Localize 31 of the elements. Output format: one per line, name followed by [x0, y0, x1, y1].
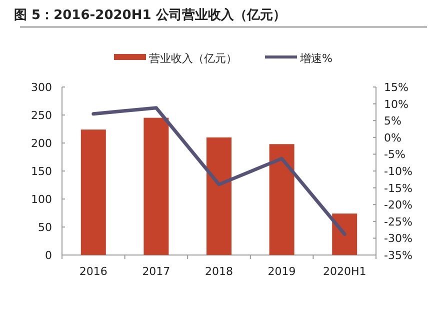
bar — [80, 130, 106, 255]
x-tick-label: 2017 — [142, 265, 170, 278]
y2-tick-label: -20% — [384, 198, 412, 212]
bar — [144, 118, 169, 255]
y2-tick-label: -10% — [384, 165, 412, 178]
y2-tick-label: 0% — [384, 131, 402, 144]
y-tick-label: 100 — [31, 193, 52, 206]
y-tick-label: 300 — [31, 81, 52, 94]
y-tick-label: 250 — [31, 109, 52, 122]
bar — [206, 137, 232, 255]
y2-tick-label: 15% — [384, 81, 408, 94]
y2-tick-label: 5% — [384, 114, 402, 128]
title: 图 5：2016-2020H1 公司营业收入（亿元） — [14, 8, 286, 23]
y-tick-label: 50 — [38, 221, 52, 234]
y-tick-label: 200 — [31, 137, 52, 150]
x-tick-label: 2018 — [205, 265, 233, 278]
bar — [332, 214, 358, 255]
legend-label: 营业收入（亿元） — [149, 52, 237, 65]
y2-tick-label: 10% — [384, 98, 408, 111]
y-tick-label: 150 — [31, 165, 52, 178]
y2-tick-label: -15% — [384, 182, 412, 195]
y2-tick-label: -5% — [384, 148, 406, 162]
bar — [269, 144, 294, 255]
y2-tick-label: -30% — [384, 232, 412, 246]
x-tick-label: 2016 — [79, 265, 108, 278]
y2-tick-label: -25% — [384, 215, 412, 228]
y2-tick-label: -35% — [384, 249, 412, 262]
y-tick-label: 0 — [45, 249, 52, 262]
legend-label: 增速% — [299, 52, 332, 65]
x-tick-label: 2020H1 — [322, 265, 366, 278]
x-tick-label: 2019 — [268, 265, 296, 278]
